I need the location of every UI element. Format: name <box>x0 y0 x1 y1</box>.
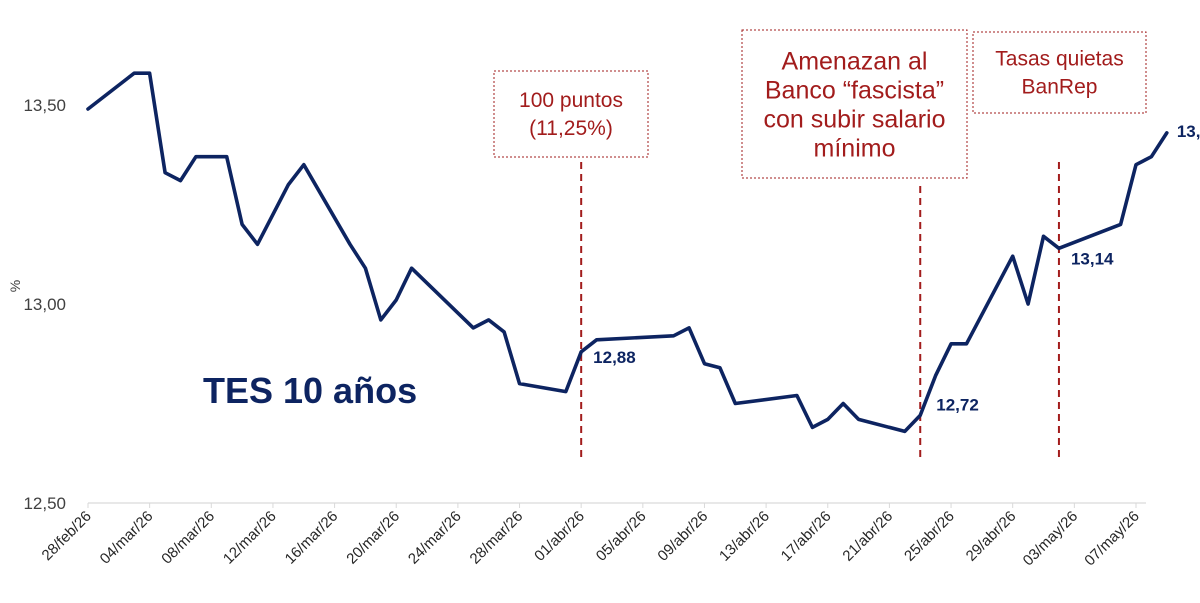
annotation-text: BanRep <box>1022 76 1098 99</box>
data-label: 12,72 <box>936 395 979 414</box>
data-labels: 12,88 12,72 13,14 13,43 <box>593 122 1200 415</box>
annotation-text: (11,25%) <box>529 117 613 140</box>
x-tick-label: 08/mar/26 <box>158 508 218 568</box>
annotation-text: 100 puntos <box>519 89 623 112</box>
annotation-text: con subir salario <box>763 106 945 134</box>
x-tick-label: 20/mar/26 <box>343 508 403 568</box>
x-tick-label: 24/mar/26 <box>405 508 465 568</box>
x-tick-label: 17/abr/26 <box>778 508 835 565</box>
annotation-box <box>493 70 649 158</box>
x-axis-ticks: 28/feb/26 04/mar/26 08/mar/26 12/mar/26 16/m… <box>39 503 1143 569</box>
data-label: 12,88 <box>593 348 636 367</box>
x-tick-label: 28/feb/26 <box>39 508 95 564</box>
y-axis-label: % <box>7 280 23 292</box>
series-line-tes-10 <box>86 71 1169 434</box>
x-tick-label: 01/abr/26 <box>531 508 588 565</box>
x-tick-label: 13/abr/26 <box>716 508 773 565</box>
annotation-box <box>972 31 1147 114</box>
x-tick-label: 21/abr/26 <box>839 508 896 565</box>
data-label: 13,43 <box>1177 122 1200 141</box>
annotation-text: Tasas quietas <box>995 48 1123 71</box>
annotation-text: mínimo <box>814 135 896 163</box>
x-tick-label: 16/mar/26 <box>282 508 342 568</box>
y-tick-label: 12,50 <box>23 494 66 513</box>
x-tick-label: 09/abr/26 <box>654 508 711 565</box>
annotation-text: Banco “fascista” <box>765 77 944 105</box>
y-tick-label: 13,00 <box>23 295 66 314</box>
annotation-text: Amenazan al <box>782 48 928 76</box>
y-axis-ticks: 12,50 13,00 13,50 <box>23 96 66 513</box>
series-label: TES 10 años <box>203 370 417 411</box>
annotation-box <box>741 29 968 179</box>
x-tick-label: 04/mar/26 <box>97 508 157 568</box>
x-tick-label: 12/mar/26 <box>220 508 280 568</box>
data-label: 13,14 <box>1071 249 1114 268</box>
x-tick-label: 28/mar/26 <box>467 508 527 568</box>
x-tick-label: 05/abr/26 <box>593 508 650 565</box>
x-tick-label: 03/may/26 <box>1020 508 1082 570</box>
x-tick-label: 07/may/26 <box>1081 508 1143 570</box>
y-tick-label: 13,50 <box>23 96 66 115</box>
x-tick-label: 25/abr/26 <box>901 508 958 565</box>
x-tick-label: 29/abr/26 <box>963 508 1020 565</box>
